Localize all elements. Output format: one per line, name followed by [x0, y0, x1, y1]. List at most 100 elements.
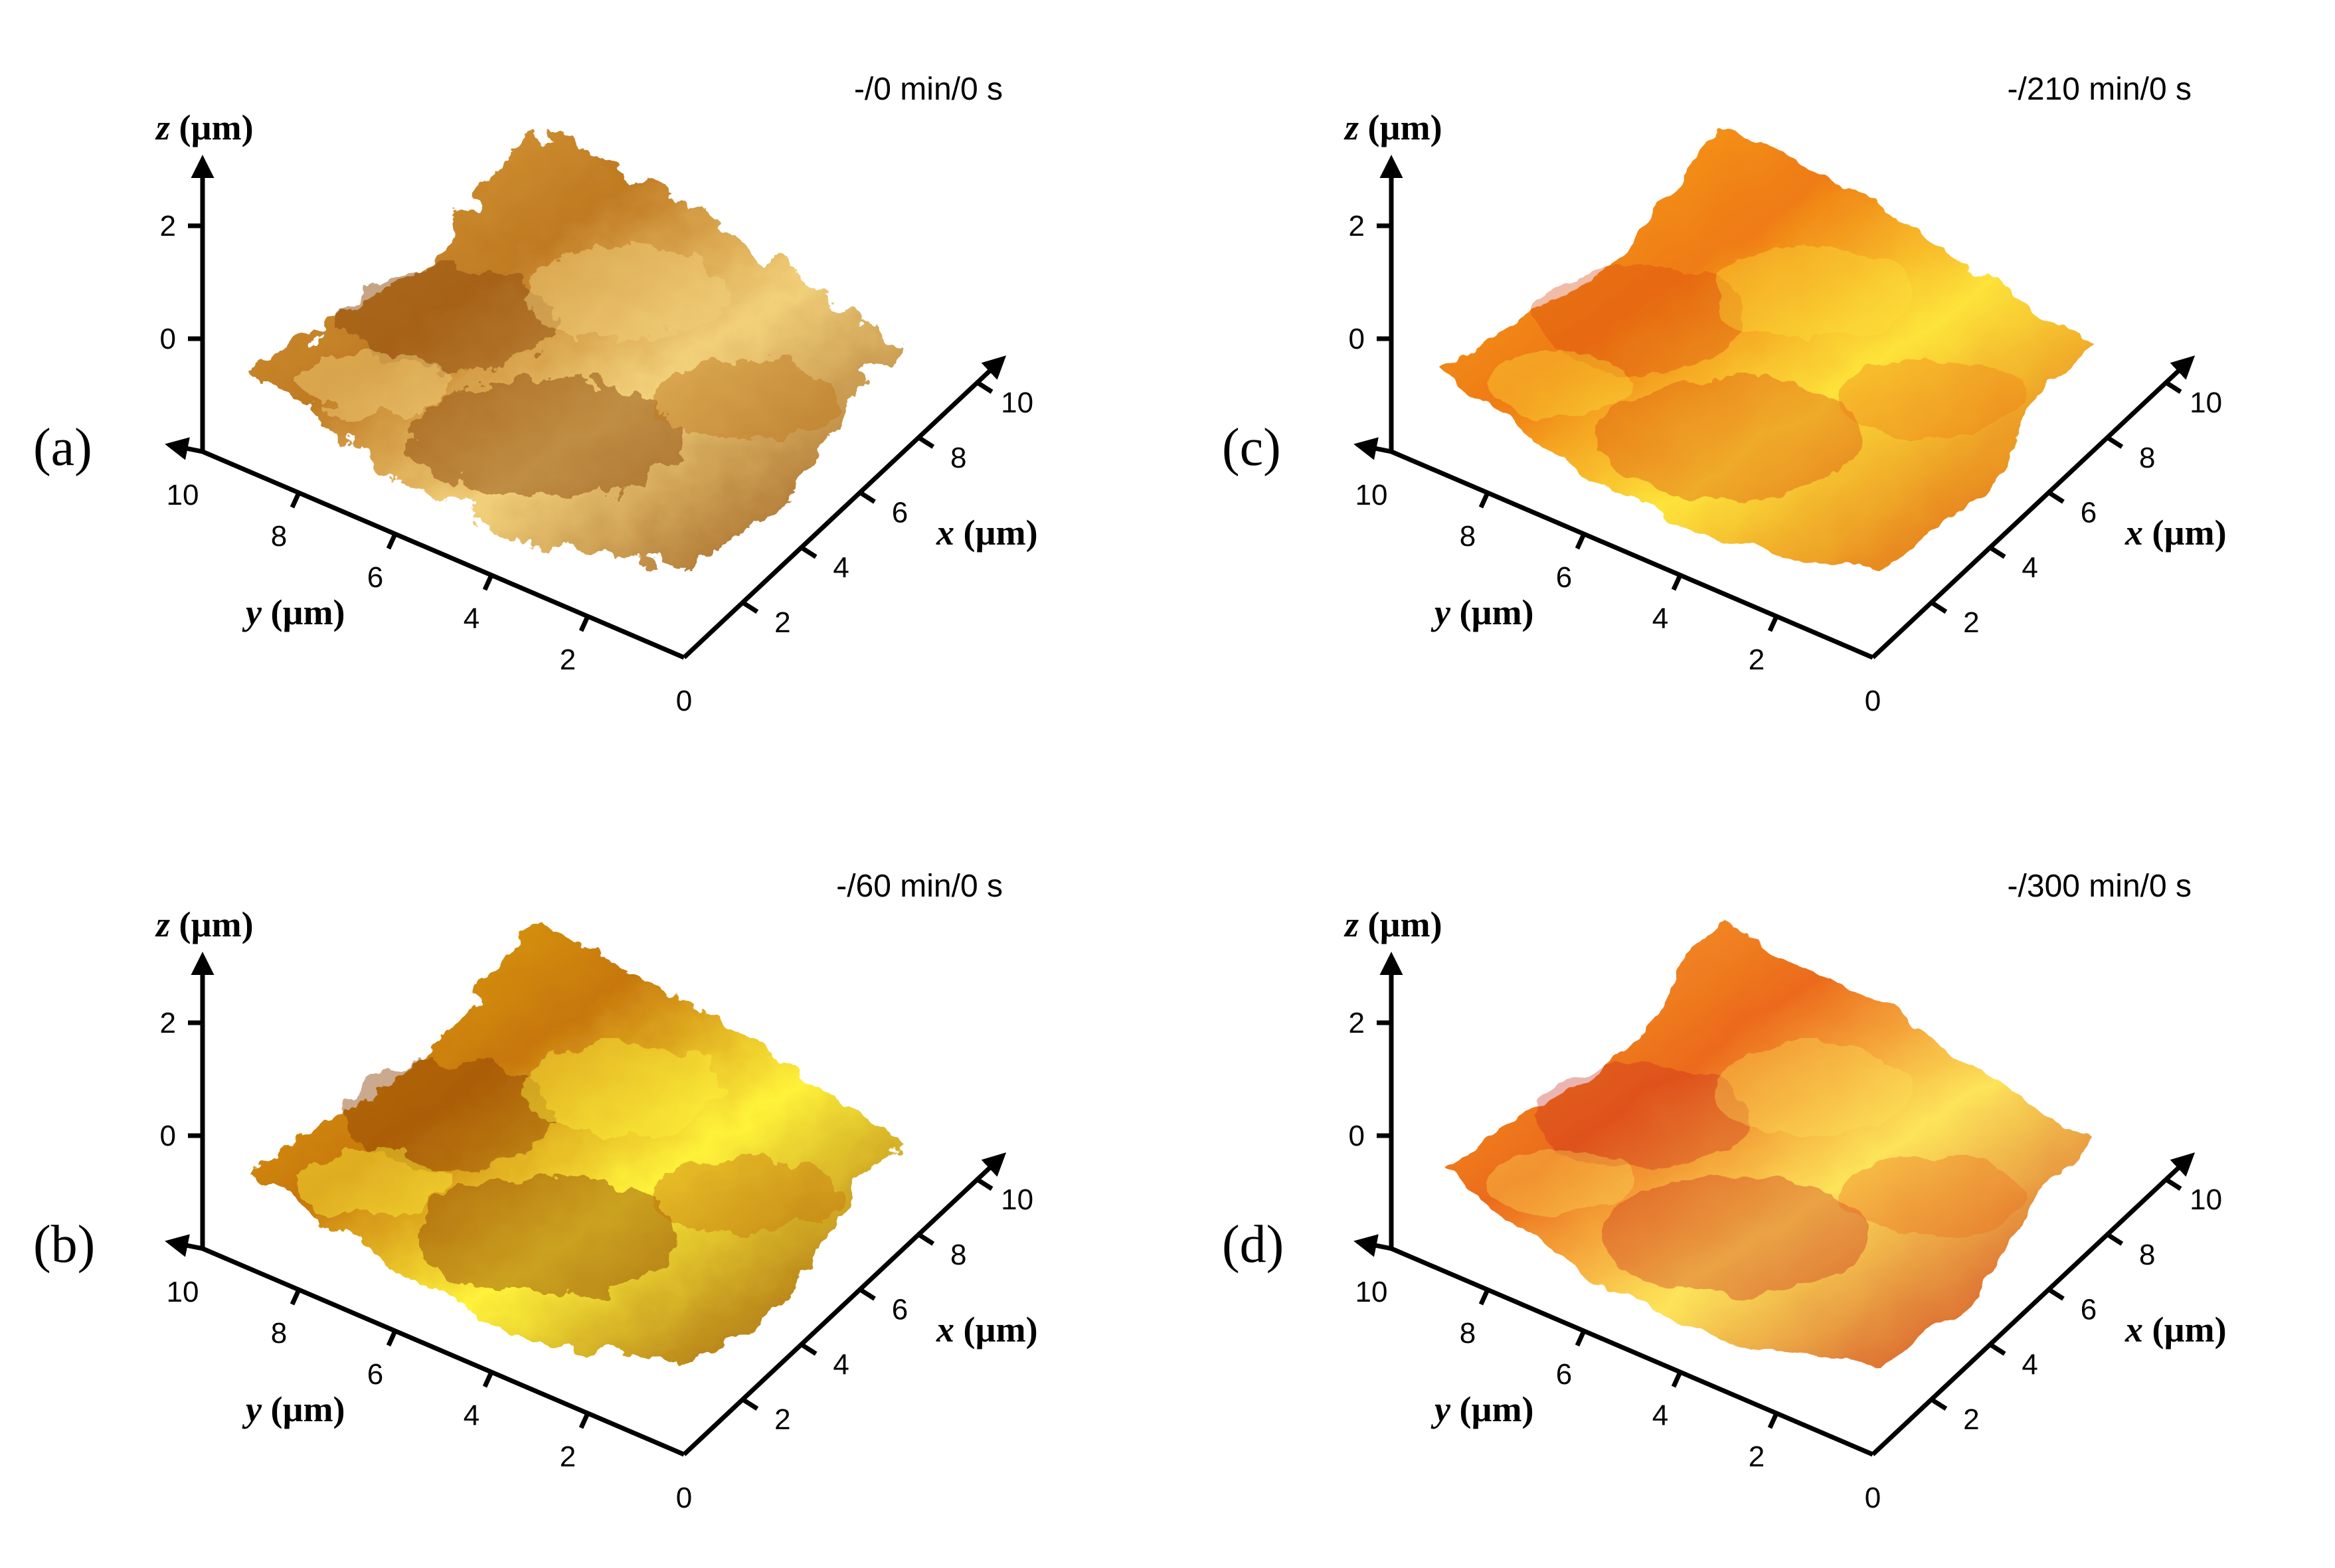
surface-shade-1 [525, 246, 724, 339]
surface-shade-3 [1840, 1156, 2026, 1235]
y-tick-label-6: 6 [1556, 1358, 1572, 1391]
x-tick-label-10: 10 [2190, 1183, 2222, 1216]
y-axis-arrow [1353, 1234, 1392, 1257]
surface-shade-2 [412, 379, 677, 498]
y-tick-label-2: 2 [560, 644, 576, 676]
afm-panel-d: 2 0 10 8 6 4 2 2 4 6 8 10 0 z (µm) y (µm) x (µm) (d) -/30… [1222, 869, 2227, 1514]
surface-shade-0 [345, 266, 558, 372]
origin-label: 0 [1865, 1482, 1881, 1514]
z-tick-label-2: 2 [160, 210, 176, 242]
panel-letter: (d) [1222, 1215, 1284, 1274]
z-tick-label-0: 0 [160, 1120, 176, 1152]
z-axis-title: z (µm) [155, 905, 254, 944]
x-tick-label-2: 2 [1963, 1403, 1979, 1436]
origin-label: 0 [676, 1482, 692, 1514]
x-tick-mark-2 [1930, 1397, 1948, 1411]
y-tick-label-6: 6 [1556, 561, 1572, 594]
y-tick-label-8: 8 [1460, 520, 1476, 553]
x-axis-title: x (µm) [2124, 513, 2227, 553]
y-axis-arrow [1353, 437, 1392, 460]
surface-shade-0 [1534, 266, 1747, 372]
y-tick-mark-2 [1767, 615, 1779, 632]
surface-topography [1441, 126, 2092, 571]
z-axis-title: z (µm) [155, 108, 254, 147]
z-tick-label-2: 2 [1349, 1007, 1365, 1039]
x-axis [1871, 1152, 2196, 1456]
y-tick-mark-8 [1478, 1288, 1490, 1306]
y-tick-label-2: 2 [560, 1440, 576, 1473]
x-tick-label-8: 8 [950, 442, 966, 474]
y-tick-label-10: 10 [167, 479, 199, 511]
y-tick-mark-2 [578, 1412, 590, 1429]
surface-shade-3 [1840, 359, 2026, 438]
y-axis-title: y (µm) [1430, 1389, 1534, 1429]
x-tick-mark-6 [859, 1287, 876, 1301]
x-tick-label-6: 6 [892, 497, 908, 529]
y-tick-label-2: 2 [1749, 644, 1765, 676]
y-tick-label-4: 4 [464, 602, 479, 635]
x-tick-label-10: 10 [1001, 387, 1033, 419]
x-tick-mark-10 [2164, 1177, 2182, 1191]
y-axis [1390, 1246, 1874, 1457]
x-tick-label-6: 6 [2081, 1294, 2097, 1326]
surface-shade-4 [299, 352, 445, 418]
surface-shade-4 [1488, 352, 1634, 418]
x-tick-mark-2 [1930, 600, 1948, 614]
surface-shade-3 [651, 359, 837, 438]
surface-shade-0 [1534, 1063, 1747, 1169]
x-tick-label-4: 4 [2022, 1348, 2037, 1381]
x-tick-label-4: 4 [833, 1348, 849, 1381]
surface-topography [252, 126, 903, 571]
x-tick-mark-10 [976, 381, 994, 394]
surface-shade-2 [1600, 1176, 1866, 1295]
x-tick-label-10: 10 [2190, 387, 2222, 419]
x-tick-mark-4 [1988, 1342, 2006, 1356]
condition-label: -/60 min/0 s [836, 869, 1003, 904]
surface-shade-0 [345, 1063, 558, 1169]
x-tick-label-8: 8 [2139, 1239, 2155, 1271]
origin-label: 0 [676, 685, 692, 717]
x-tick-label-4: 4 [833, 551, 849, 584]
y-tick-mark-6 [386, 533, 398, 550]
x-axis [1871, 355, 2196, 659]
y-axis-title: y (µm) [242, 592, 345, 632]
z-tick-label-0: 0 [1349, 323, 1365, 355]
y-axis-arrow [165, 437, 203, 460]
panel-letter: (b) [33, 1215, 95, 1274]
y-tick-label-8: 8 [271, 1317, 287, 1350]
y-tick-mark-2 [578, 615, 590, 632]
x-tick-mark-6 [859, 490, 876, 504]
afm-panel-c: 2 0 10 8 6 4 2 2 4 6 8 10 0 z (µm) y (µm) x (µm) (c) -/21… [1222, 72, 2227, 717]
surface-shade-3 [651, 1156, 837, 1235]
condition-label: -/210 min/0 s [2008, 72, 2192, 107]
z-tick-label-2: 2 [160, 1007, 176, 1039]
surface-shade-2 [412, 1176, 677, 1295]
origin-label: 0 [1865, 685, 1881, 717]
surface-topography [1441, 923, 2092, 1368]
y-axis-title: y (µm) [242, 1389, 345, 1429]
z-axis-title: z (µm) [1343, 905, 1442, 944]
z-tick-label-0: 0 [1349, 1120, 1365, 1152]
y-tick-mark-8 [290, 491, 302, 509]
x-axis [682, 355, 1007, 659]
x-tick-label-10: 10 [1001, 1183, 1033, 1216]
x-tick-mark-10 [2164, 381, 2182, 394]
y-tick-mark-8 [290, 1288, 302, 1306]
y-tick-label-6: 6 [367, 561, 383, 594]
x-tick-mark-10 [976, 1177, 994, 1191]
x-tick-label-2: 2 [774, 1403, 790, 1436]
x-axis [682, 1152, 1007, 1456]
y-tick-label-8: 8 [271, 520, 287, 553]
x-tick-mark-6 [2047, 1287, 2065, 1301]
y-tick-mark-4 [1671, 1371, 1683, 1388]
y-axis [1390, 449, 1874, 660]
y-tick-mark-8 [1478, 491, 1490, 509]
y-tick-label-4: 4 [1652, 602, 1668, 635]
surface-shade-1 [525, 1043, 724, 1136]
surface-shade-4 [1488, 1149, 1634, 1215]
y-tick-label-10: 10 [1355, 479, 1388, 511]
y-tick-mark-6 [1575, 533, 1587, 550]
y-tick-label-6: 6 [367, 1358, 383, 1391]
x-tick-mark-8 [2106, 435, 2124, 449]
